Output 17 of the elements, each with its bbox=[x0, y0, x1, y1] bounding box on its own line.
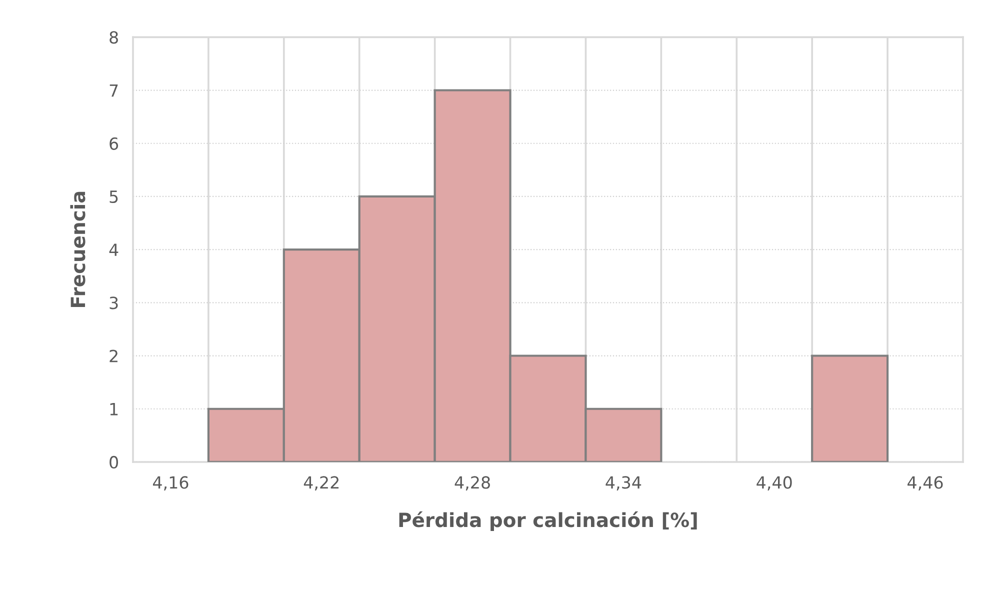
y-tick-label: 4 bbox=[109, 244, 118, 256]
y-tick-label: 1 bbox=[110, 403, 118, 416]
y-tick-label: 0 bbox=[110, 456, 118, 469]
x-tick-label: 4,28 bbox=[454, 476, 490, 490]
x-tick-label: 4,46 bbox=[908, 476, 943, 490]
y-tick-label: 8 bbox=[110, 31, 118, 44]
y-tick-label: 5 bbox=[110, 190, 118, 204]
y-tick-label: 2 bbox=[110, 350, 118, 362]
x-tick-label: 4,34 bbox=[606, 476, 642, 490]
y-tick-label: 3 bbox=[110, 296, 118, 310]
y-tick-label: 7 bbox=[110, 84, 118, 97]
x-axis-title: Pérdida por calcinación [%] bbox=[399, 511, 697, 532]
x-tick-label: 4,22 bbox=[304, 476, 339, 490]
y-tick-label: 6 bbox=[110, 137, 118, 150]
x-tick-label: 4,40 bbox=[756, 476, 792, 490]
x-tick-label: 4,16 bbox=[152, 476, 188, 490]
y-axis-title: Frecuencia bbox=[70, 192, 86, 308]
